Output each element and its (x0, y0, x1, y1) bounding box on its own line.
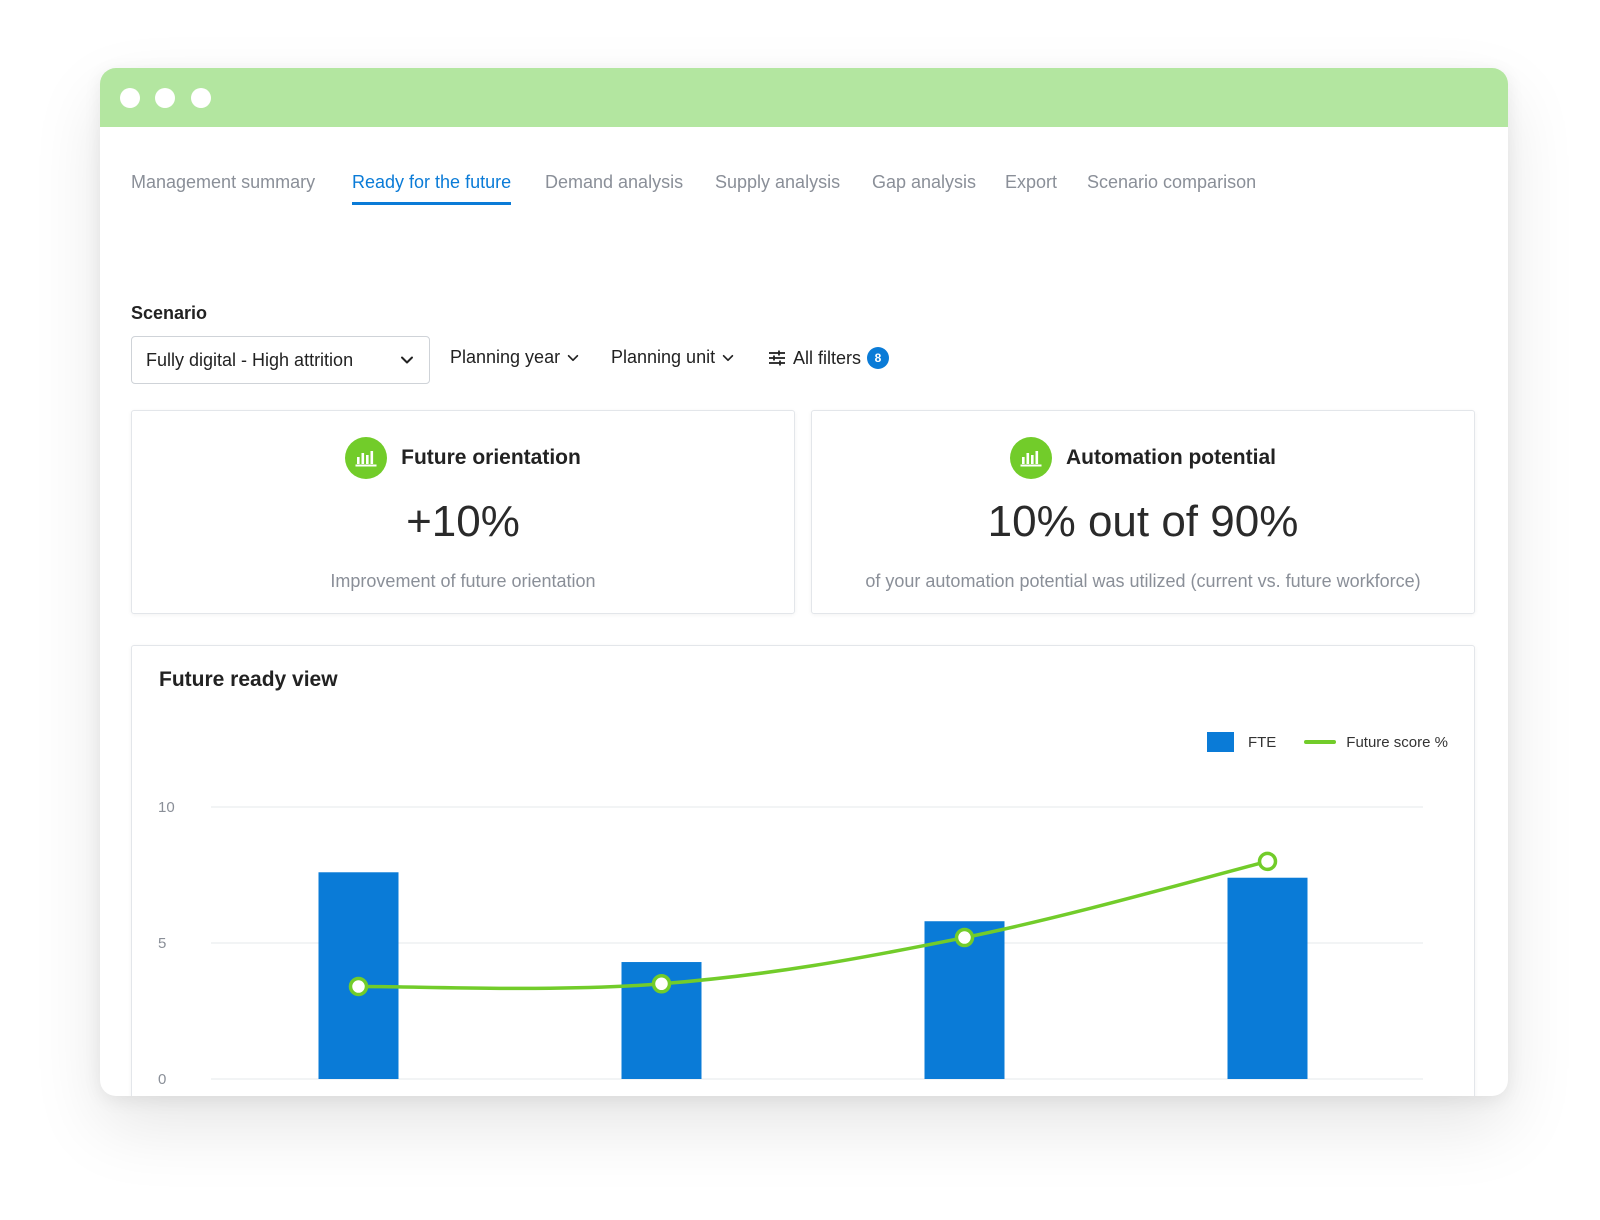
tab-gap-analysis[interactable]: Gap analysis (872, 171, 976, 205)
tab-scenario-comparison[interactable]: Scenario comparison (1087, 171, 1256, 205)
sliders-icon (769, 350, 785, 366)
legend-swatch-future-score (1304, 740, 1337, 744)
future-score-point (954, 927, 975, 948)
bar-chart-icon (1010, 437, 1052, 479)
tab-label: Supply analysis (715, 172, 841, 192)
scenario-select-value: Fully digital - High attrition (146, 349, 354, 370)
app-window: Management summary Ready for the future … (100, 68, 1508, 1096)
legend-label-fte: FTE (1247, 733, 1277, 751)
scenario-label: Scenario (131, 303, 208, 323)
scenario-select[interactable]: Fully digital - High attrition (131, 336, 430, 384)
future-score-point (651, 974, 672, 994)
planning-year-label: Planning year (450, 347, 561, 367)
filter-count-badge: 8 (867, 347, 890, 369)
tab-label: Gap analysis (872, 172, 977, 192)
chart-legend: FTE Future score % (1206, 732, 1448, 752)
bar-chart-icon (345, 437, 388, 479)
chevron-down-icon (567, 354, 579, 361)
planning-year-dropdown[interactable]: Planning year (450, 347, 580, 368)
tab-label: Demand analysis (545, 172, 684, 192)
card-title: Automation potential (1066, 446, 1276, 469)
tab-label: Management summary (131, 172, 316, 192)
fte-bar (924, 921, 1005, 1079)
future-orientation-card: Future orientation +10% Improvement of f… (131, 410, 795, 614)
tab-supply-analysis[interactable]: Supply analysis (715, 171, 840, 205)
y-tick-label: 5 (158, 935, 166, 952)
tab-ready-for-the-future[interactable]: Ready for the future (352, 171, 512, 205)
future-ready-chart-card: Future ready view FTE Future score % 0 5 1… (131, 645, 1475, 1096)
legend-swatch-fte (1206, 732, 1234, 752)
card-value: 10% out of 90% (987, 497, 1299, 546)
card-description: Improvement of future orientation (330, 571, 596, 591)
planning-unit-label: Planning unit (611, 347, 716, 367)
fte-bar (1227, 877, 1308, 1079)
window-maximize-dot[interactable] (191, 88, 211, 108)
fte-bar (318, 872, 399, 1079)
future-score-line (356, 859, 1270, 991)
chevron-down-icon (401, 356, 413, 364)
tab-label: Scenario comparison (1087, 172, 1257, 192)
chevron-down-icon (722, 354, 734, 361)
tab-export[interactable]: Export (1005, 171, 1057, 205)
tab-management-summary[interactable]: Management summary (131, 171, 315, 205)
window-titlebar (100, 68, 1508, 127)
chart-title: Future ready view (159, 668, 338, 691)
y-tick-label: 10 (158, 799, 175, 816)
planning-unit-dropdown[interactable]: Planning unit (611, 347, 735, 368)
card-description: of your automation potential was utilize… (865, 571, 1421, 591)
card-value: +10% (406, 497, 520, 546)
active-tab-indicator (352, 202, 512, 205)
all-filters-button[interactable]: All filters 8 (767, 347, 890, 369)
all-filters-label: All filters (793, 347, 862, 368)
y-tick-label: 0 (158, 1071, 166, 1088)
legend-label-future-score: Future score % (1346, 733, 1448, 751)
future-score-point (1257, 851, 1278, 872)
tab-demand-analysis[interactable]: Demand analysis (545, 171, 683, 205)
tab-label: Export (1005, 172, 1058, 192)
automation-potential-card: Automation potential 10% out of 90% of y… (811, 410, 1475, 614)
future-score-point (348, 976, 369, 997)
window-close-dot[interactable] (120, 88, 140, 108)
card-title: Future orientation (401, 446, 581, 469)
tab-label: Ready for the future (352, 172, 512, 192)
window-minimize-dot[interactable] (155, 88, 175, 108)
